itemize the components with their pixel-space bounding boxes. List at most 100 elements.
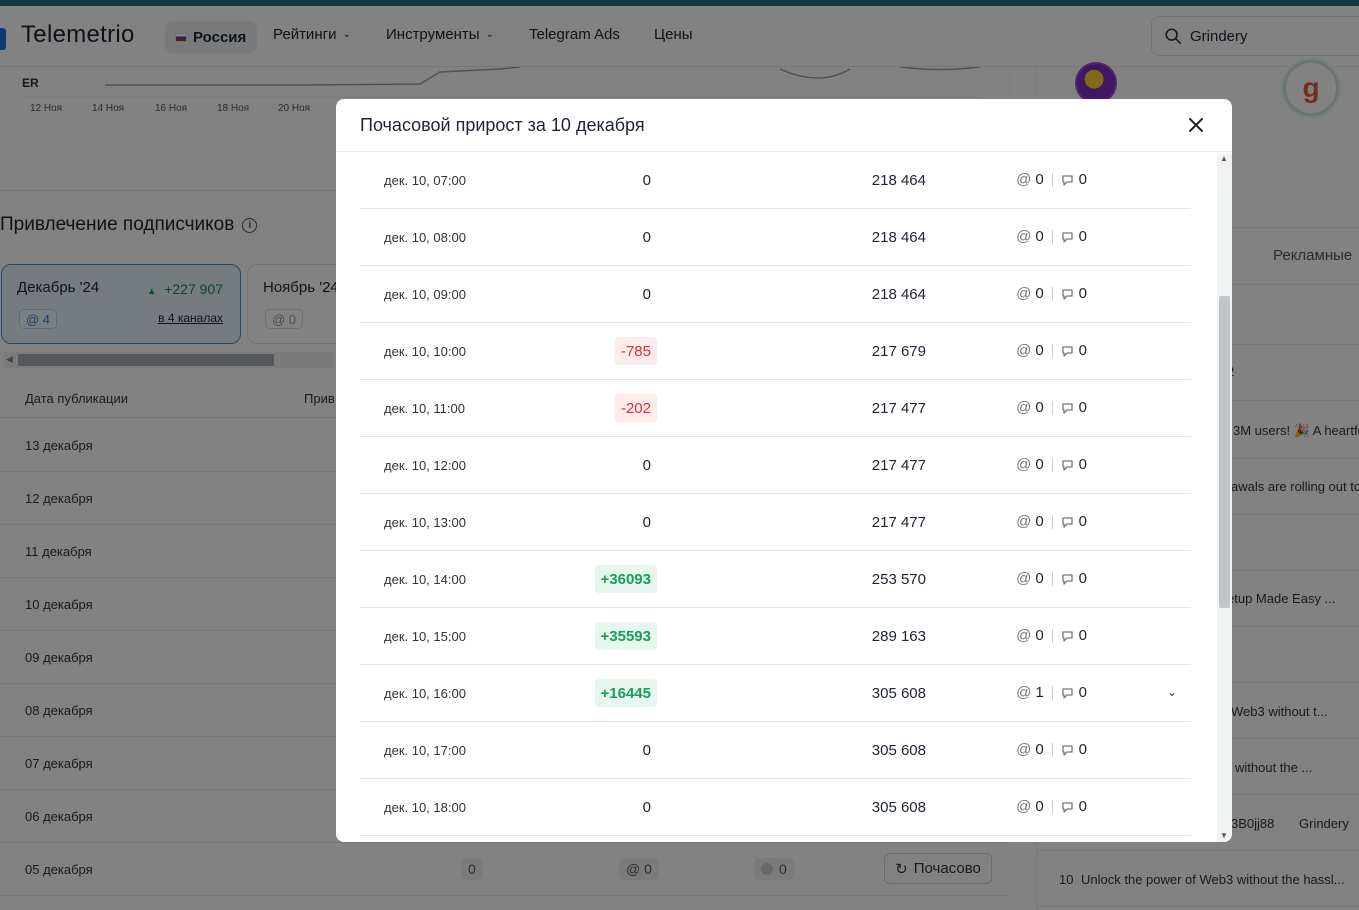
at-icon: @: [1016, 285, 1032, 302]
mentions-count: 0: [1035, 741, 1044, 758]
nav-ratings[interactable]: Рейтинги ⌄: [273, 26, 351, 43]
subscriber-total: 305 608: [871, 685, 926, 702]
reposts-count: 0: [1078, 228, 1087, 245]
channels-link[interactable]: в 4 каналах: [158, 311, 223, 325]
row-date: 10 декабря: [25, 597, 93, 612]
separator: [1051, 400, 1053, 415]
table-row[interactable]: 05 декабря: [0, 843, 1010, 896]
tab-ads-label: Рекламные: [1273, 247, 1353, 264]
row-date: 08 декабря: [25, 703, 93, 718]
hourly-row: дек. 10, 10:00 -785 217 679 @0 0: [360, 323, 1191, 380]
mentions-reposts: @0 0: [1016, 399, 1087, 416]
hourly-delta: 0: [642, 513, 651, 531]
logo-mark: [0, 28, 6, 50]
nav-prices[interactable]: Цены: [654, 26, 693, 43]
separator: [1051, 628, 1053, 643]
hour-label: дек. 10, 12:00: [384, 458, 466, 473]
reposts-count: 0: [1078, 798, 1087, 815]
row-date: 13 декабря: [25, 438, 93, 453]
mentions-reposts: @1 0: [1016, 684, 1087, 701]
info-icon[interactable]: i: [242, 217, 258, 233]
reposts-count: 0: [1078, 627, 1087, 644]
row-date: 06 декабря: [25, 809, 93, 824]
hour-label: дек. 10, 13:00: [384, 515, 466, 530]
list-item[interactable]: 10 Unlock the power of Web3 without the h…: [1037, 851, 1359, 907]
column-header-growth[interactable]: Прив: [304, 391, 335, 406]
er-axis-label: ER: [22, 76, 39, 90]
mentions-reposts: @0 0: [1016, 798, 1087, 815]
hourly-row: дек. 10, 15:00 +35593 289 163 @0 0: [360, 608, 1191, 665]
subscriber-total: 289 163: [871, 628, 926, 645]
section-title: Привлечение подписчиков i: [0, 214, 258, 236]
close-button[interactable]: [1184, 113, 1208, 137]
repost-icon: [1062, 345, 1073, 357]
scrollbar-thumb[interactable]: [1219, 296, 1230, 608]
at-icon: @: [1016, 741, 1032, 758]
list-item[interactable]: 3B0jj88 Grindery: [1037, 795, 1359, 851]
close-icon: [1189, 118, 1203, 132]
chevron-down-icon: ⌄: [342, 29, 351, 40]
scrollbar-thumb[interactable]: [18, 354, 274, 366]
scroll-down-icon[interactable]: ▼: [1220, 831, 1228, 840]
nav-tools[interactable]: Инструменты ⌄: [386, 26, 494, 43]
search-input[interactable]: Grindery: [1151, 16, 1359, 56]
at-icon: @: [1016, 570, 1032, 587]
mentions-chip: @ 0: [265, 309, 304, 329]
hourly-delta: 0: [642, 228, 651, 246]
nav-telegram-ads[interactable]: Telegram Ads: [529, 26, 620, 43]
mentions-reposts: @0 0: [1016, 171, 1087, 188]
repost-icon: [1062, 288, 1073, 300]
at-icon: @: [1016, 684, 1032, 701]
list-item-text: Grindery: [1299, 816, 1349, 831]
hourly-row: дек. 10, 12:00 0 217 477 @0 0: [360, 437, 1191, 494]
hourly-button-label: Почасово: [913, 860, 981, 877]
mentions-count: 0: [1035, 228, 1044, 245]
chevron-down-icon[interactable]: ⌄: [1166, 685, 1177, 699]
separator: [1051, 286, 1053, 301]
row-reposts-value: 0: [779, 861, 787, 877]
separator: [1051, 457, 1053, 472]
repost-dot-icon: [761, 863, 773, 875]
hourly-row: дек. 10, 08:00 0 218 464 @0 0: [360, 209, 1191, 266]
at-icon: @: [1016, 798, 1032, 815]
mentions-count: 0: [1035, 513, 1044, 530]
channel-avatar[interactable]: g: [1283, 60, 1339, 116]
separator: [1051, 799, 1053, 814]
scroll-left-icon[interactable]: ◀: [6, 354, 13, 364]
hourly-table[interactable]: дек. 10, 07:00 0 218 464 @0 0 дек. 10, 08:00 0…: [360, 154, 1191, 842]
column-header-date[interactable]: Дата публикации: [25, 391, 128, 406]
hourly-delta: 0: [642, 285, 651, 303]
mentions-count: 0: [1035, 798, 1044, 815]
table-row[interactable]: 06 декабря: [0, 790, 1010, 843]
subscriber-total: 217 477: [871, 400, 926, 417]
row-reposts-pill: 0: [754, 858, 794, 880]
arrow-up-icon: ▲: [147, 286, 157, 296]
hourly-row[interactable]: дек. 10, 16:00 +16445 305 608 @1 0 ⌄: [360, 665, 1191, 722]
nav-telegram-ads-label: Telegram Ads: [529, 26, 620, 43]
scroll-up-icon[interactable]: ▲: [1220, 154, 1228, 163]
separator: [1051, 229, 1053, 244]
vertical-scrollbar[interactable]: ▲ ▼: [1217, 154, 1232, 842]
site-header: Telemetrio Россия Рейтинги ⌄ Инструменты ⌄…: [0, 6, 1359, 67]
hourly-delta: +36093: [594, 565, 657, 593]
separator: [1051, 742, 1053, 757]
separator: [1051, 514, 1053, 529]
mentions-reposts: @0 0: [1016, 513, 1087, 530]
horizontal-scrollbar[interactable]: ◀: [4, 352, 334, 368]
mentions-reposts: @0 0: [1016, 285, 1087, 302]
x-tick: 20 Ноя: [278, 103, 311, 114]
hour-label: дек. 10, 14:00: [384, 572, 466, 587]
month-card-december[interactable]: Декабрь '24 ▲ +227 907 @ 4 в 4 каналах: [1, 264, 241, 344]
mentions-reposts: @0 0: [1016, 228, 1087, 245]
hourly-button[interactable]: ↻ Почасово: [884, 853, 992, 884]
logo[interactable]: Telemetrio: [21, 21, 135, 48]
subscriber-total: 217 477: [871, 457, 926, 474]
reposts-count: 0: [1078, 456, 1087, 473]
mentions-count: 0: [1035, 627, 1044, 644]
country-selector[interactable]: Россия: [165, 21, 258, 53]
mentions-reposts: @0 0: [1016, 741, 1087, 758]
hour-label: дек. 10, 16:00: [384, 686, 466, 701]
hourly-delta: 0: [642, 798, 651, 816]
repost-icon: [1062, 573, 1073, 585]
modal-title: Почасовой прирост за 10 декабря: [360, 115, 645, 135]
